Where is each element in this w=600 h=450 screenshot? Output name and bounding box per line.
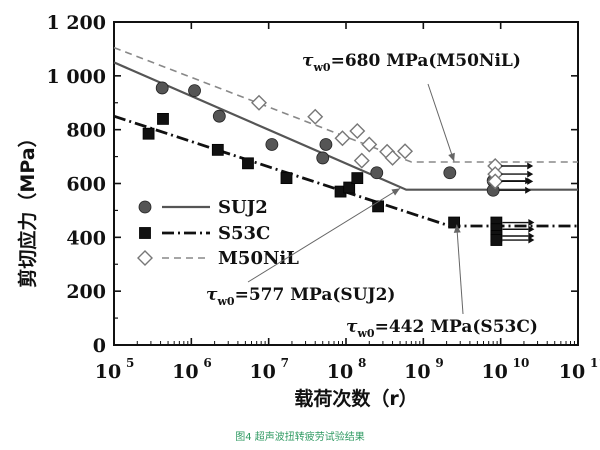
x-axis-title: 载荷次数（r）	[294, 387, 417, 410]
annotation-subscript: w0	[216, 295, 234, 308]
runout-arrowhead-s53c	[528, 236, 535, 244]
annotation-text: τw0=577 MPa(SUJ2)	[206, 285, 395, 308]
y-tick-label: 600	[66, 174, 106, 196]
x-tick-exponent: 5	[126, 356, 134, 370]
point-s53c	[157, 113, 169, 125]
y-tick-label: 1 200	[47, 12, 107, 34]
legend-marker-m50nil	[137, 250, 153, 266]
x-tick-label: 10	[249, 361, 275, 383]
point-suj2	[212, 109, 226, 123]
point-s53c	[211, 143, 224, 156]
legend-label: M50NiL	[218, 248, 299, 269]
runout-arrowhead-m50nil	[527, 162, 534, 170]
y-tick-label: 800	[66, 120, 106, 142]
point-s53c	[372, 200, 384, 213]
point-m50nil	[349, 123, 366, 140]
annotation-subscript: w0	[312, 61, 330, 74]
x-tick-exponent: 11	[590, 356, 600, 370]
legend: SUJ2 S53C M50NiL	[137, 197, 299, 269]
annotation: τw0=442 MPa(S53C)	[346, 224, 538, 340]
x-tick-exponent: 7	[281, 356, 289, 370]
y-tick-label: 1 000	[47, 66, 107, 88]
point-m50nil	[361, 136, 378, 153]
annotations: τw0=680 MPa(M50NiL)τw0=577 MPa(SUJ2)τw0=…	[206, 51, 538, 340]
x-tick-label: 10	[95, 361, 121, 383]
point-s53c	[142, 127, 155, 140]
runout-arrowhead-m50nil	[527, 170, 534, 178]
point-suj2	[265, 138, 279, 151]
x-tick-label: 10	[172, 361, 198, 383]
annotation: τw0=680 MPa(M50NiL)	[302, 51, 521, 162]
annotation-arrowhead	[391, 188, 401, 196]
runout-arrowhead-suj2	[525, 186, 532, 194]
annotation-text: τw0=442 MPa(S53C)	[346, 317, 538, 340]
point-s53c	[242, 157, 254, 170]
annotation-subscript: w0	[356, 327, 374, 340]
annotation-text: τw0=680 MPa(M50NiL)	[302, 51, 521, 74]
x-tick-exponent: 8	[358, 356, 366, 370]
x-tick-label: 10	[481, 361, 507, 383]
x-tick-exponent: 10	[513, 356, 530, 370]
annotation-leader	[247, 187, 401, 283]
annotation-value: =577 MPa(SUJ2)	[235, 285, 396, 305]
y-axis-title: 剪切应力（MPa）	[16, 128, 39, 287]
x-tick-exponent: 6	[203, 356, 211, 370]
y-tick-label: 200	[66, 281, 106, 303]
point-s53c	[343, 181, 356, 194]
runout-arrowhead-s53c	[528, 225, 535, 233]
annotation-value: =442 MPa(S53C)	[375, 317, 538, 337]
point-s53c	[351, 172, 364, 185]
point-suj2	[316, 151, 330, 165]
legend-marker-suj2	[138, 200, 152, 214]
legend-label: SUJ2	[218, 197, 268, 218]
point-suj2	[370, 166, 384, 180]
fit-line-m50nil	[113, 46, 578, 163]
point-suj2	[188, 84, 201, 98]
runout-arrowhead-s53c	[528, 219, 535, 227]
annotation-symbol: τ	[206, 285, 218, 305]
x-tick-label: 10	[404, 361, 430, 383]
point-s53c	[490, 234, 503, 246]
point-m50nil	[384, 149, 401, 166]
annotation-leader	[427, 83, 455, 162]
point-m50nil	[397, 143, 414, 160]
annotation-leader	[456, 224, 464, 315]
annotation-arrowhead	[448, 152, 455, 162]
annotation-symbol: τ	[302, 51, 314, 71]
annotation-value: =680 MPa(M50NiL)	[331, 51, 521, 71]
point-suj2	[443, 166, 457, 180]
y-tick-label: 400	[66, 227, 106, 249]
y-tick-label: 0	[93, 335, 106, 357]
point-s53c	[448, 216, 461, 229]
point-m50nil	[353, 152, 370, 169]
legend-label: S53C	[218, 223, 270, 244]
fit-line-suj2	[113, 61, 578, 191]
point-m50nil	[487, 173, 504, 190]
point-suj2	[319, 138, 333, 151]
x-tick-label: 10	[327, 361, 353, 383]
point-m50nil	[251, 94, 267, 111]
annotation-arrowhead	[453, 224, 461, 233]
x-tick-label: 10	[559, 361, 585, 383]
annotation-symbol: τ	[346, 317, 358, 337]
data-points	[142, 81, 535, 246]
x-tick-exponent: 9	[435, 356, 443, 370]
runout-arrowhead-m50nil	[527, 177, 534, 185]
point-m50nil	[307, 108, 324, 125]
legend-marker-s53c	[139, 227, 151, 239]
point-suj2	[155, 81, 169, 95]
fit-line-s53c	[113, 114, 578, 228]
point-s53c	[280, 172, 293, 185]
point-m50nil	[334, 130, 351, 147]
figure-caption: 图4 超声波扭转疲劳试验结果	[235, 432, 365, 443]
annotation: τw0=577 MPa(SUJ2)	[206, 187, 401, 308]
